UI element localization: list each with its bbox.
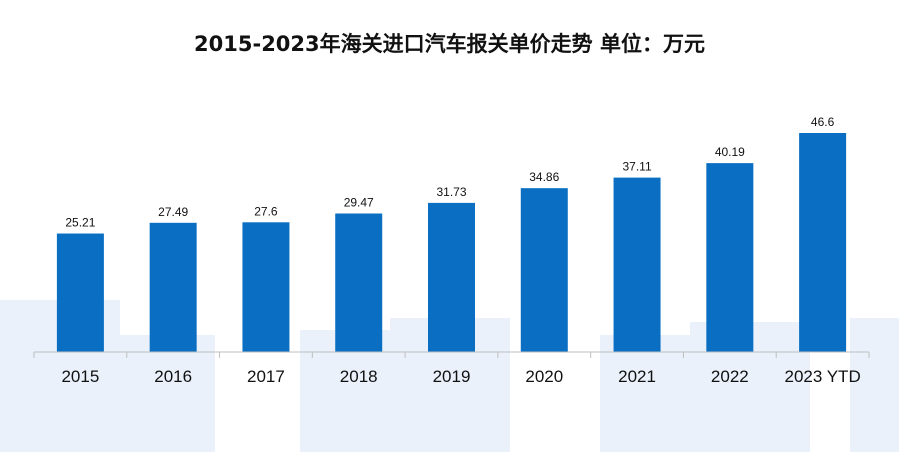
value-label-7: 40.19 <box>715 145 745 159</box>
x-tick-label-5: 2020 <box>525 367 563 386</box>
x-tick-label-2: 2017 <box>247 367 285 386</box>
bar-2 <box>242 222 290 352</box>
bar-8 <box>799 133 847 352</box>
value-label-5: 34.86 <box>529 170 559 184</box>
value-label-4: 31.73 <box>436 185 466 199</box>
value-label-2: 27.6 <box>254 204 278 218</box>
bar-5 <box>520 188 568 352</box>
bar-0 <box>56 233 104 352</box>
value-label-6: 37.11 <box>622 160 651 174</box>
chart-title: 2015-2023年海关进口汽车报关单价走势 单位：万元 <box>194 32 705 56</box>
bar-7 <box>706 163 754 352</box>
x-tick-label-8: 2023 YTD <box>784 367 860 386</box>
value-labels: 25.21 27.49 27.6 29.47 31.73 34.86 37.11 40.19 4… <box>65 115 834 230</box>
bar-6 <box>613 177 661 352</box>
x-tick-label-3: 2018 <box>340 367 378 386</box>
x-tick-label-0: 2015 <box>61 367 99 386</box>
x-tick-label-4: 2019 <box>433 367 471 386</box>
x-tick-label-1: 2016 <box>154 367 192 386</box>
bar-3 <box>335 213 383 352</box>
x-tick-label-6: 2021 <box>618 367 656 386</box>
bars <box>56 133 847 352</box>
bar-1 <box>149 222 197 352</box>
x-tick-label-7: 2022 <box>711 367 749 386</box>
x-axis: 2015 2016 2017 2018 2019 2020 2021 2022 2023 YTD <box>33 351 870 386</box>
value-label-1: 27.49 <box>158 205 188 219</box>
bar-4 <box>428 202 475 352</box>
value-label-3: 29.47 <box>344 196 374 210</box>
value-label-8: 46.6 <box>811 115 835 129</box>
value-label-0: 25.21 <box>65 216 95 230</box>
